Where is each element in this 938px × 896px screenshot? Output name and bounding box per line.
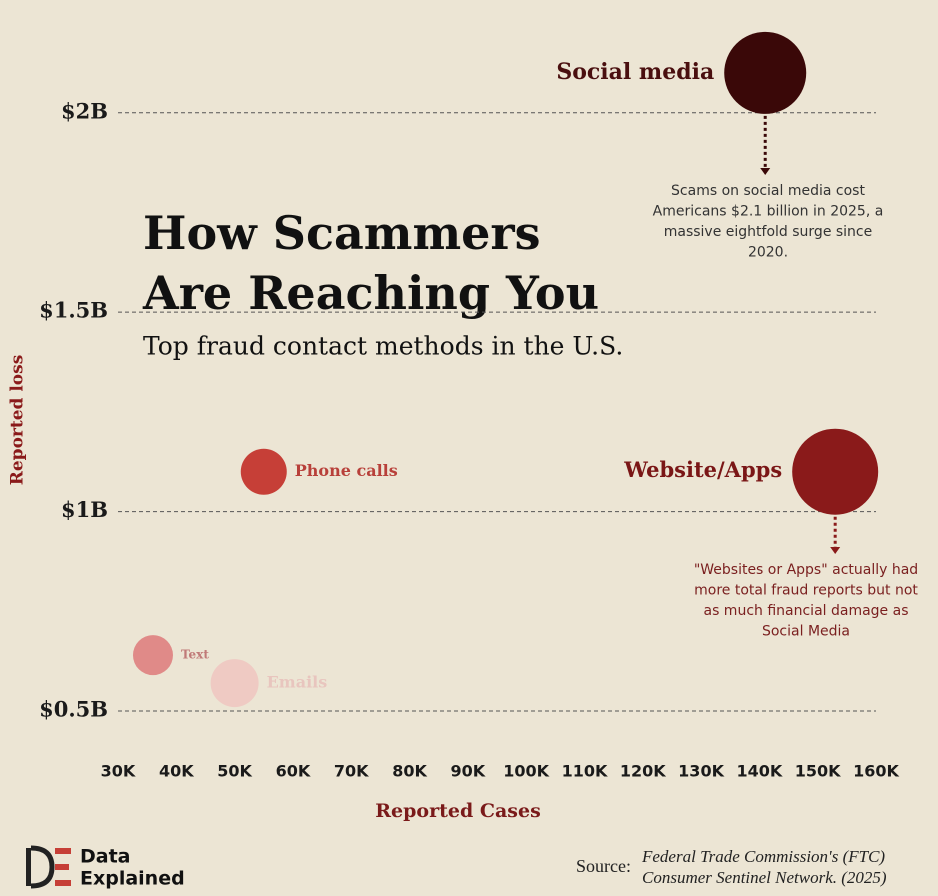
x-tick-label: 160K <box>853 762 899 781</box>
y-axis-label: Reported loss <box>8 355 28 486</box>
bubble-label: Emails <box>267 673 328 692</box>
bubble-label: Text <box>181 648 209 662</box>
x-tick-label: 130K <box>678 762 724 781</box>
bubble <box>210 659 259 708</box>
bubble <box>792 428 879 515</box>
title-line: How Scammers <box>143 206 541 260</box>
y-tick-label: $0.5B <box>39 697 108 722</box>
x-tick-label: 70K <box>334 762 369 781</box>
arrow-head <box>760 168 771 175</box>
annotation-text: as much financial damage as <box>703 603 908 619</box>
y-tick-label: $2B <box>61 98 108 123</box>
y-tick-label: $1.5B <box>39 298 108 323</box>
annotation-text: Americans $2.1 billion in 2025, a <box>653 204 884 220</box>
logo-mark <box>26 848 31 886</box>
x-tick-label: 140K <box>736 762 782 781</box>
x-tick-label: 50K <box>217 762 252 781</box>
annotation-text: Scams on social media cost <box>671 183 865 199</box>
bubble <box>240 448 287 495</box>
logo-mark <box>30 845 55 889</box>
logo: Data Explained <box>26 846 185 890</box>
y-tick-label: $1B <box>61 497 108 522</box>
x-axis-label: Reported Cases <box>375 800 541 822</box>
x-tick-label: 110K <box>562 762 608 781</box>
annotation-text: more total fraud reports but not <box>694 583 918 599</box>
x-tick-label: 150K <box>795 762 841 781</box>
title-line: Are Reaching You <box>142 266 599 320</box>
annotation-text: "Websites or Apps" actually had <box>694 562 918 578</box>
bubble-label: Social media <box>556 59 714 85</box>
bubble-label: Phone calls <box>295 461 398 480</box>
brand-text: Explained <box>80 868 185 890</box>
bubble <box>132 635 173 676</box>
logo-mark <box>55 864 69 870</box>
logo-mark <box>55 848 71 854</box>
source-label: Source: <box>576 856 631 876</box>
bubble <box>724 31 807 114</box>
x-tick-label: 120K <box>620 762 666 781</box>
x-tick-label: 90K <box>451 762 486 781</box>
subtitle: Top fraud contact methods in the U.S. <box>143 332 623 361</box>
annotation-text: Social Media <box>762 624 850 640</box>
x-tick-label: 40K <box>159 762 194 781</box>
x-tick-label: 80K <box>392 762 427 781</box>
x-tick-label: 60K <box>276 762 311 781</box>
annotation-text: 2020. <box>748 245 788 261</box>
brand-text: Data <box>80 846 131 868</box>
x-tick-label: 30K <box>101 762 136 781</box>
arrow-head <box>830 547 841 554</box>
logo-mark <box>55 880 71 886</box>
x-tick-label: 100K <box>503 762 549 781</box>
source-text: Consumer Sentinel Network. (2025) <box>642 868 887 887</box>
annotation-text: massive eightfold surge since <box>664 224 873 240</box>
source-text: Federal Trade Commission's (FTC) <box>641 847 885 866</box>
bubble-label: Website/Apps <box>623 457 782 482</box>
